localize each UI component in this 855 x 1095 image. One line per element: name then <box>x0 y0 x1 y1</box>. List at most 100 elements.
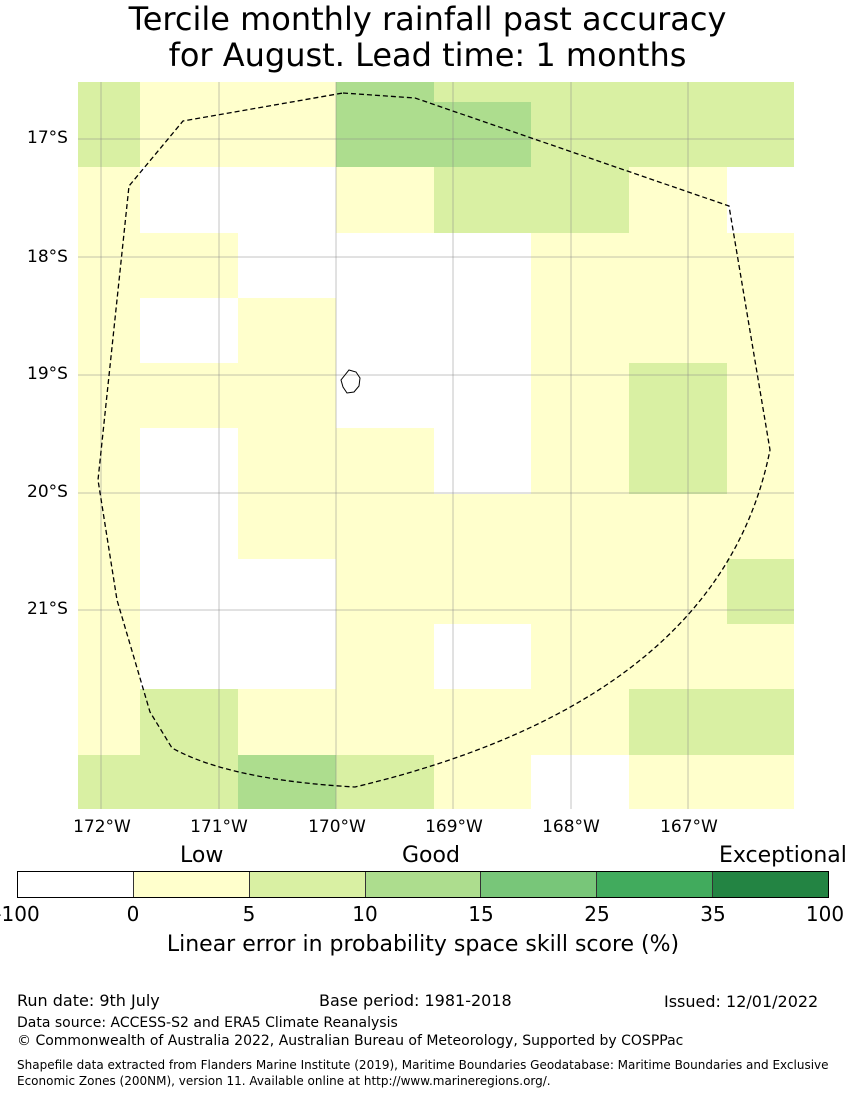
grid-cell <box>140 494 238 559</box>
grid-cell <box>531 755 629 809</box>
grid-cell <box>727 689 794 755</box>
grid-cell <box>531 689 629 755</box>
grid-cell <box>727 559 794 624</box>
grid-cell <box>531 494 629 559</box>
grid-cell <box>629 233 727 298</box>
grid-cell <box>629 494 727 559</box>
grid-cell <box>434 559 531 624</box>
grid-cell <box>238 298 336 363</box>
base-period: Base period: 1981-2018 <box>319 991 512 1010</box>
grid-cell <box>238 689 336 755</box>
grid-cell <box>531 233 629 298</box>
grid-cell <box>727 298 794 363</box>
colorbar-swatch <box>133 872 250 897</box>
lon-label-170w: 170°W <box>308 817 366 837</box>
grid-cell <box>434 494 531 559</box>
colorbar-tick: 100 <box>805 902 845 926</box>
colorbar-tick: 15 <box>468 902 494 926</box>
grid-cell <box>629 755 727 809</box>
grid-cell <box>140 298 238 363</box>
grid-cell <box>78 624 140 689</box>
grid-cell <box>531 624 629 689</box>
grid-cell <box>727 428 794 494</box>
lon-label-167w: 167°W <box>660 817 718 837</box>
grid-cell <box>140 624 238 689</box>
lat-label-17s: 17°S <box>27 128 68 148</box>
colorbar-tick: -100 <box>0 902 40 926</box>
grid-cell <box>140 363 238 428</box>
grid-cell <box>238 363 336 428</box>
grid-cell <box>238 624 336 689</box>
grid-cell <box>140 559 238 624</box>
grid-cell <box>434 363 531 428</box>
grid-cell <box>434 624 531 689</box>
grid-cell <box>140 167 238 233</box>
eez-boundary <box>97 92 771 788</box>
grid-cell <box>629 689 727 755</box>
colorbar-swatch <box>18 872 134 897</box>
grid-cell <box>727 233 794 298</box>
grid-cell <box>238 494 336 559</box>
grid-cell <box>531 167 629 233</box>
grid-cell <box>336 755 434 809</box>
colorbar-swatch <box>249 872 366 897</box>
grid-cell <box>336 559 434 624</box>
grid-cell <box>336 689 434 755</box>
grid-cell <box>238 233 336 298</box>
grid-cell <box>336 494 434 559</box>
graticule <box>78 82 794 809</box>
grid-cell <box>238 428 336 494</box>
colorbar-swatch <box>597 872 714 897</box>
grid-cell <box>336 363 434 428</box>
lat-label-19s: 19°S <box>27 364 68 384</box>
skill-grid <box>78 82 794 809</box>
colorbar-tick: 0 <box>126 902 140 926</box>
grid-cell <box>434 689 531 755</box>
grid-cell <box>629 298 727 363</box>
grid-cell <box>336 624 434 689</box>
data-source: Data source: ACCESS-S2 and ERA5 Climate … <box>17 1015 398 1031</box>
grid-cell <box>78 298 140 363</box>
run-date: Run date: 9th July <box>17 991 160 1010</box>
lat-label-18s: 18°S <box>27 247 68 267</box>
lon-label-172w: 172°W <box>73 817 131 837</box>
grid-cell <box>434 755 531 809</box>
grid-cell <box>434 167 531 233</box>
grid-cell <box>531 298 629 363</box>
copyright: © Commonwealth of Australia 2022, Austra… <box>17 1033 684 1049</box>
colorbar-tick: 35 <box>700 902 726 926</box>
issued-date: Issued: 12/01/2022 <box>664 992 819 1011</box>
colorbar-label: Linear error in probability space skill … <box>166 932 680 957</box>
grid-cell <box>78 167 140 233</box>
lon-label-168w: 168°W <box>542 817 600 837</box>
grid-cell <box>78 233 140 298</box>
grid-cell <box>336 298 434 363</box>
grid-cell <box>531 363 629 428</box>
grid-cell <box>629 559 727 624</box>
grid-cell <box>78 428 140 494</box>
map-title-line-1: Tercile monthly rainfall past accuracy <box>128 0 727 38</box>
grid-cell <box>434 233 531 298</box>
colorbar <box>17 871 829 898</box>
grid-cell <box>336 233 434 298</box>
grid-cell <box>78 755 140 809</box>
grid-cell <box>531 428 629 494</box>
grid-cell <box>336 167 434 233</box>
colorbar-tick: 5 <box>242 902 256 926</box>
grid-cell <box>434 428 531 494</box>
grid-cell <box>531 559 629 624</box>
colorbar-swatch <box>713 872 829 897</box>
grid-cell <box>727 755 794 809</box>
shapefile-credit: Shapefile data extracted from Flanders M… <box>17 1058 829 1088</box>
lon-label-171w: 171°W <box>190 817 248 837</box>
colorbar-tick: 25 <box>584 902 610 926</box>
grid-cell <box>140 82 336 102</box>
colorbar-swatch <box>481 872 598 897</box>
colorbar-category-good: Good <box>402 843 460 868</box>
grid-cell <box>78 559 140 624</box>
grid-cell <box>336 428 434 494</box>
grid-cell <box>238 559 336 624</box>
colorbar-tick: 10 <box>352 902 378 926</box>
grid-cell <box>140 233 238 298</box>
grid-cell <box>727 494 794 559</box>
